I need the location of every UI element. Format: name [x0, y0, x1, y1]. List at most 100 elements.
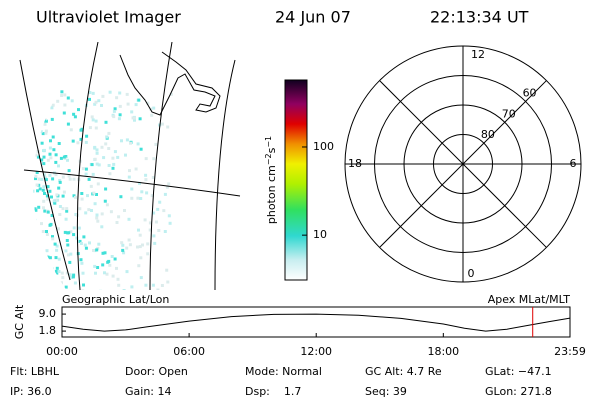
- pixel: [37, 205, 41, 209]
- colorbar: [284, 79, 308, 281]
- y-axis-label: GC Alt: [13, 304, 26, 339]
- pixel: [167, 182, 171, 186]
- pixel: [126, 102, 130, 106]
- pixel: [117, 283, 121, 287]
- pixel: [79, 242, 83, 245]
- pixel: [40, 261, 43, 265]
- pixel: [163, 230, 167, 233]
- pixel: [27, 193, 30, 196]
- pixel: [23, 177, 26, 180]
- pixel: [33, 244, 36, 248]
- pixel: [152, 211, 156, 215]
- pixel: [112, 162, 116, 166]
- pixel: [63, 103, 67, 107]
- pixel: [95, 216, 99, 220]
- pixel: [55, 193, 59, 197]
- pixel: [33, 238, 35, 242]
- pixel: [132, 116, 136, 120]
- pixel: [148, 228, 152, 232]
- pixel: [36, 116, 40, 120]
- pixel: [117, 117, 121, 121]
- pixel: [128, 243, 132, 247]
- pixel: [21, 202, 24, 205]
- pixel: [66, 243, 70, 247]
- x-tick-label: 06:00: [173, 345, 205, 358]
- pixel: [63, 230, 67, 234]
- pixel: [152, 106, 156, 110]
- pixel: [20, 278, 23, 281]
- pixel: [160, 122, 164, 126]
- pixel: [35, 183, 39, 187]
- pixel: [91, 172, 95, 176]
- pixel: [33, 141, 34, 145]
- pixel: [128, 169, 131, 173]
- pixel: [56, 279, 60, 283]
- pixel: [150, 113, 154, 117]
- pixel: [61, 207, 65, 211]
- pixel: [89, 184, 93, 188]
- pixel: [145, 191, 149, 195]
- pixel: [24, 127, 27, 130]
- pixel: [129, 141, 132, 145]
- lat-label: 70: [502, 107, 516, 120]
- polar-spoke: [379, 80, 547, 248]
- pixel: [125, 138, 129, 142]
- pixel: [77, 226, 81, 230]
- pixel: [35, 93, 39, 97]
- pixel: [25, 176, 28, 179]
- pixel: [168, 221, 172, 225]
- pixel: [58, 205, 62, 208]
- pixel: [42, 96, 46, 100]
- pixel: [37, 271, 41, 275]
- pixel: [80, 261, 84, 265]
- pixel: [55, 271, 59, 275]
- pixel: [90, 115, 94, 119]
- pixel: [137, 264, 141, 268]
- info-field: IP: 36.0: [10, 385, 52, 398]
- pixel: [44, 287, 48, 290]
- pixel: [84, 246, 88, 250]
- pixel: [73, 115, 77, 119]
- pixel: [55, 244, 59, 248]
- pixel: [48, 256, 52, 260]
- pixel: [70, 99, 74, 103]
- pixel: [23, 158, 26, 161]
- info-panel: Flt: LBHL Door: Open Mode: Normal GC Alt: 4…: [10, 365, 552, 398]
- lat-label: 60: [523, 86, 537, 99]
- map-label: Geographic Lat/Lon: [62, 293, 169, 306]
- pixel: [47, 266, 51, 270]
- info-field: GC Alt: 4.7 Re: [365, 365, 442, 378]
- latitude-line: [23, 169, 241, 197]
- pixel: [148, 221, 152, 225]
- pixel: [154, 220, 158, 224]
- pixel: [166, 280, 170, 284]
- pixel: [24, 210, 27, 213]
- pixel: [134, 167, 138, 171]
- pixel: [36, 189, 40, 193]
- pixel: [130, 187, 134, 191]
- pixel: [93, 146, 97, 150]
- plot-frame: [61, 306, 571, 338]
- pixel: [43, 282, 47, 286]
- pixel: [33, 144, 34, 148]
- pixel: [27, 173, 30, 176]
- pixel: [158, 200, 162, 204]
- polar-label: Apex MLat/MLT: [488, 293, 571, 306]
- pixel: [42, 206, 45, 210]
- info-field: Flt: LBHL: [10, 365, 60, 378]
- info-field: Mode: Normal: [245, 365, 322, 378]
- altitude-chart: 1.8 9.0 00:00 06:00 12:00 18:00 23:59 GC Alt: [13, 304, 586, 358]
- pixel: [33, 109, 37, 113]
- pixel: [51, 177, 55, 181]
- pixel: [49, 139, 52, 143]
- pixel: [139, 256, 143, 260]
- pixel: [46, 158, 50, 162]
- pixel: [153, 241, 157, 245]
- pixel: [51, 135, 55, 139]
- pixel: [29, 165, 32, 168]
- pixel: [94, 119, 98, 123]
- pixel: [25, 201, 28, 204]
- pixel: [60, 94, 64, 97]
- pixel: [133, 118, 136, 122]
- pixel: [28, 287, 31, 290]
